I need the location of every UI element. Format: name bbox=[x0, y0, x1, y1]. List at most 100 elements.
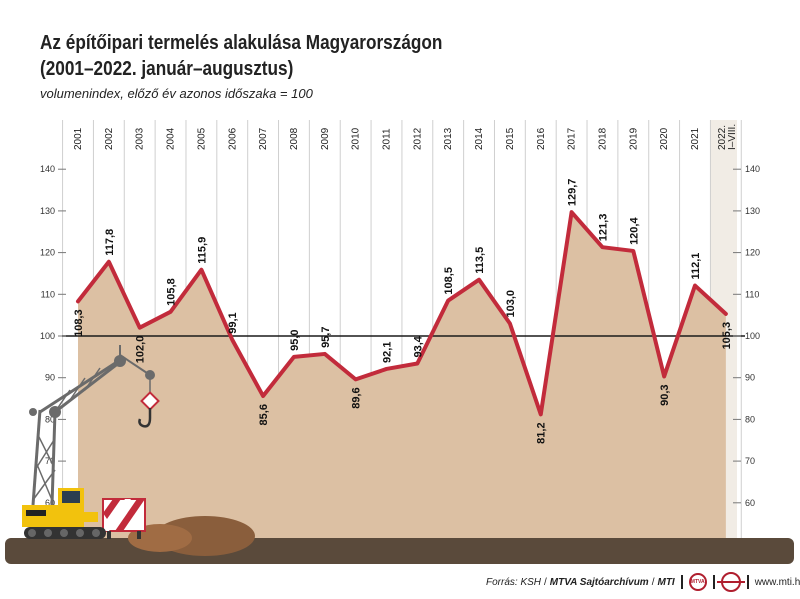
mti-text: MTI bbox=[657, 576, 675, 588]
y-tick-label: 120 bbox=[40, 248, 55, 258]
data-point bbox=[539, 413, 542, 416]
mtva-logo: MTVA bbox=[688, 573, 707, 591]
crane-pulley bbox=[114, 355, 126, 367]
data-label: 99,1 bbox=[227, 312, 239, 333]
data-label: 90,3 bbox=[659, 384, 671, 405]
data-point bbox=[354, 378, 357, 381]
road-barrier bbox=[102, 498, 146, 539]
x-tick-label: 2006 bbox=[227, 127, 238, 150]
series-line bbox=[76, 210, 728, 417]
ground-strip bbox=[5, 538, 794, 564]
area-fill bbox=[78, 212, 726, 540]
page-title: Az építőipari termelés alakulása Magyaro… bbox=[40, 30, 442, 82]
hook-sign bbox=[140, 391, 160, 411]
crane-pulley bbox=[145, 370, 155, 380]
y-tick-label: 70 bbox=[745, 456, 755, 466]
data-point bbox=[77, 300, 79, 303]
x-tick-label: 2010 bbox=[351, 127, 362, 150]
data-point bbox=[509, 322, 511, 325]
y-tick-label: 70 bbox=[45, 456, 55, 466]
data-label: 108,5 bbox=[443, 267, 455, 295]
data-point bbox=[385, 368, 388, 370]
agency-text: MTVA Sajtóarchívum bbox=[549, 576, 649, 588]
x-tick-label: 2013 bbox=[443, 127, 454, 150]
x-tick-label: 2014 bbox=[474, 127, 485, 150]
website-link[interactable]: www.mti.hu bbox=[754, 576, 800, 588]
x-tick-label: 2018 bbox=[597, 127, 608, 150]
data-point bbox=[632, 250, 635, 252]
x-tick-label: 2008 bbox=[289, 127, 300, 150]
x-tick-label: 2003 bbox=[135, 127, 146, 150]
data-label: 85,6 bbox=[258, 404, 270, 425]
x-tick-label: 2015 bbox=[505, 127, 516, 150]
x-tick-label: 2007 bbox=[258, 127, 269, 150]
y-tick-label: 130 bbox=[40, 206, 55, 216]
data-point bbox=[447, 299, 450, 302]
data-point bbox=[478, 278, 480, 281]
y-tick-label: 80 bbox=[45, 414, 55, 424]
x-tick-label: 2019 bbox=[628, 127, 639, 150]
data-point bbox=[169, 311, 172, 313]
data-point bbox=[200, 268, 203, 271]
subtitle: volumenindex, előző év azonos időszaka =… bbox=[40, 86, 313, 101]
data-label: 129,7 bbox=[567, 179, 579, 207]
mti-logo-icon bbox=[716, 572, 745, 592]
x-tick-label: 2017 bbox=[567, 127, 578, 150]
x-tick-label: 2021 bbox=[690, 127, 701, 150]
crane-pulley bbox=[49, 406, 61, 418]
data-point bbox=[262, 395, 264, 397]
y-tick-label: 60 bbox=[45, 498, 55, 508]
data-label: 108,3 bbox=[73, 309, 85, 337]
data-point bbox=[138, 326, 141, 329]
x-tick-label: 2005 bbox=[196, 127, 207, 150]
crane-pulley bbox=[29, 408, 37, 416]
data-label: 112,1 bbox=[690, 253, 702, 280]
x-tick-label: 2016 bbox=[536, 127, 547, 150]
footer: Forrás: KSH / MTVA Sajtóarchívum / MTI M… bbox=[486, 572, 800, 592]
data-point bbox=[601, 246, 604, 248]
data-label: 95,0 bbox=[289, 329, 301, 350]
data-point bbox=[231, 338, 234, 341]
source-text: Forrás: KSH bbox=[486, 576, 542, 588]
construction-illustration bbox=[5, 345, 794, 564]
data-point bbox=[663, 375, 665, 378]
data-label: 120,4 bbox=[628, 217, 640, 245]
data-label: 105,8 bbox=[166, 278, 178, 306]
y-tick-label: 110 bbox=[745, 289, 759, 299]
divider bbox=[712, 575, 715, 589]
data-point bbox=[725, 313, 727, 315]
data-point bbox=[293, 356, 295, 358]
x-tick-label: 2009 bbox=[320, 127, 331, 150]
data-point bbox=[108, 260, 110, 263]
y-tick-label: 110 bbox=[41, 289, 55, 299]
y-tick-label: 80 bbox=[745, 414, 755, 424]
x-tick-label: 2022.I–VIII. bbox=[717, 124, 738, 150]
data-point bbox=[416, 362, 419, 365]
hook bbox=[138, 408, 152, 428]
data-label: 115,9 bbox=[196, 237, 208, 264]
data-label: 103,0 bbox=[505, 290, 517, 318]
data-point bbox=[324, 353, 326, 355]
y-tick-label: 100 bbox=[745, 331, 760, 341]
data-label: 117,8 bbox=[104, 229, 116, 256]
data-label: 93,4 bbox=[412, 335, 424, 357]
divider bbox=[746, 575, 749, 589]
data-label: 81,2 bbox=[536, 422, 548, 443]
y-tick-label: 90 bbox=[45, 373, 55, 383]
y-tick-label: 140 bbox=[745, 164, 760, 174]
x-tick-label: 2020 bbox=[659, 127, 670, 150]
y-tick-label: 100 bbox=[40, 331, 55, 341]
x-tick-label: 2011 bbox=[382, 128, 393, 150]
divider bbox=[680, 575, 683, 589]
data-label: 113,5 bbox=[474, 247, 486, 274]
data-label: 89,6 bbox=[351, 387, 363, 408]
x-tick-label: 2004 bbox=[166, 127, 177, 150]
data-label: 95,7 bbox=[320, 327, 332, 348]
title-line-1: Az építőipari termelés alakulása Magyaro… bbox=[40, 32, 443, 54]
data-label: 92,1 bbox=[382, 342, 394, 363]
x-tick-label: 2012 bbox=[412, 127, 423, 150]
data-point bbox=[570, 211, 573, 213]
y-tick-label: 60 bbox=[745, 498, 755, 508]
excavator bbox=[22, 488, 106, 539]
